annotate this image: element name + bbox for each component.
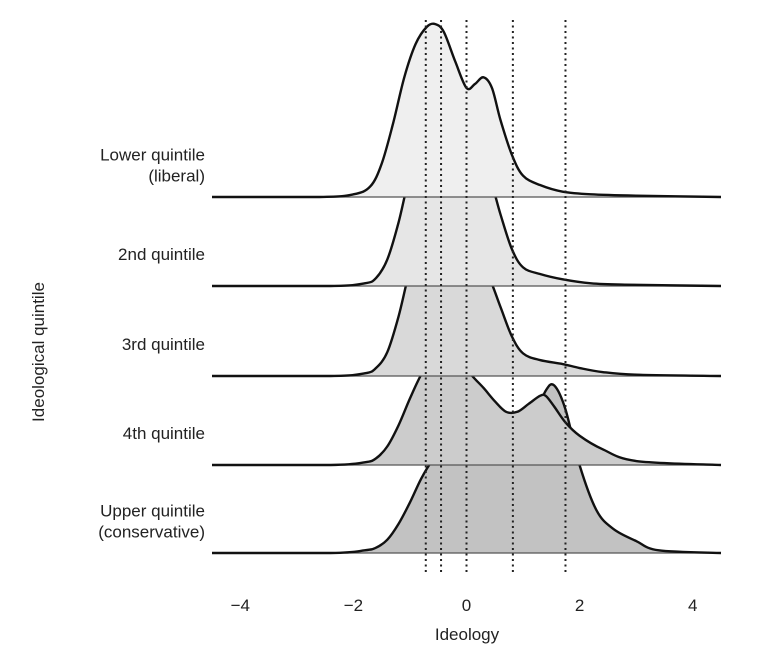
row-labels-layer: Upper quintile (conservative) 4th quintile…	[98, 146, 205, 542]
ridge-area-5	[212, 384, 721, 553]
x-tick-label: 0	[462, 596, 471, 615]
row-label-3: 3rd quintile	[122, 335, 205, 354]
x-tick-label: −4	[231, 596, 250, 615]
x-tick-label: 2	[575, 596, 584, 615]
row-label-5: Upper quintile (conservative)	[98, 502, 205, 542]
ridge-area-4	[212, 349, 721, 465]
row-label-2: 2nd quintile	[118, 245, 205, 264]
x-tick-labels-layer: −4 −2 0 2 4	[231, 596, 698, 615]
row-label-1: Lower quintile (liberal)	[100, 146, 205, 186]
x-tick-label: 4	[688, 596, 697, 615]
x-tick-label: −2	[344, 596, 363, 615]
row-label-4: 4th quintile	[123, 424, 205, 443]
ridge-1	[212, 22, 722, 199]
y-axis-title: Ideological quintile	[29, 282, 48, 422]
ridge-area-1	[212, 23, 721, 197]
x-axis-title: Ideology	[435, 625, 500, 644]
reference-lines-layer	[424, 20, 567, 574]
ridge-line-1	[212, 22, 722, 199]
